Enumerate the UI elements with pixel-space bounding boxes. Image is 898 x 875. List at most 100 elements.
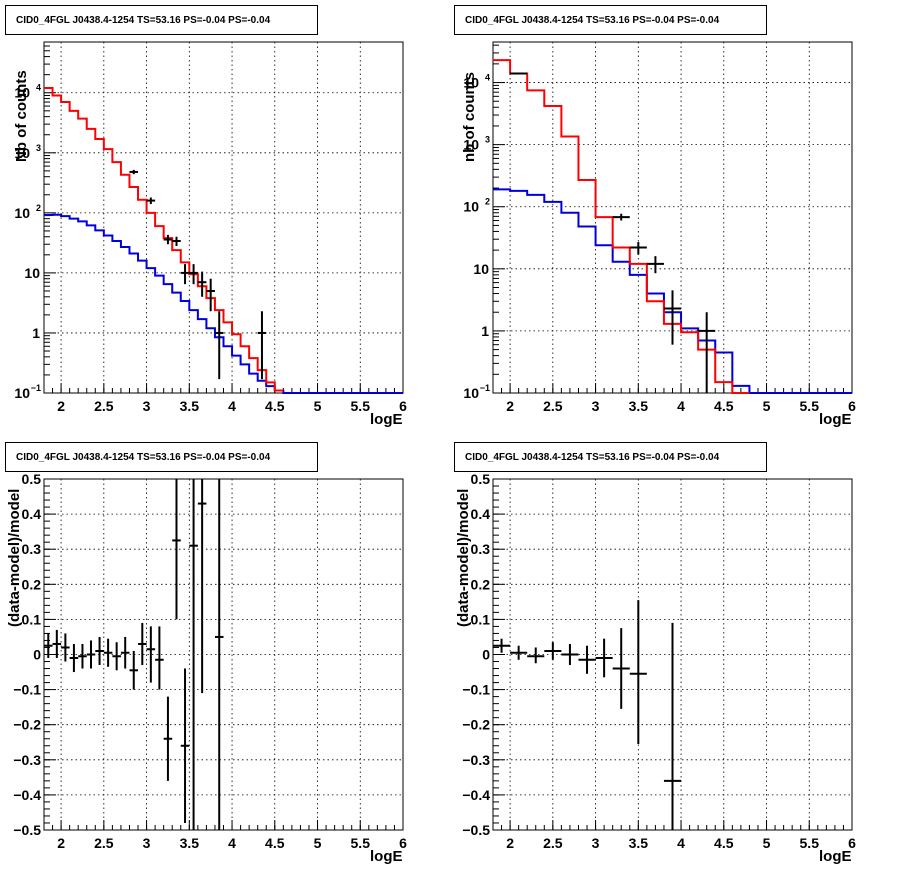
y-tick-label: 10 (14, 205, 30, 221)
data-point (155, 626, 164, 690)
plot-title: CID0_4FGL J0438.4-1254 TS=53.16 PS=-0.04… (5, 5, 318, 35)
panel-counts-right: 2 2.5 3 3.5 4 4.5 5 5.5 6 10 −1 1 10 10 2 10 3 10 4 CID0_4… (449, 0, 898, 437)
y-tick-exponent: 4 (485, 73, 490, 83)
y-tick-label: 0.2 (22, 576, 42, 592)
y-tick-label: 0.3 (471, 541, 491, 557)
x-tick-label: 5 (763, 835, 771, 851)
x-tick-label: 2 (57, 398, 65, 414)
x-tick-label: 2.5 (94, 835, 114, 851)
x-axis-label: logE (819, 411, 852, 428)
y-tick-label: 1 (481, 323, 489, 339)
data-point (698, 312, 716, 393)
y-tick-label: 10 (14, 85, 30, 101)
data-point (197, 479, 207, 694)
y-tick-label: −0.2 (13, 717, 41, 733)
data-point (163, 234, 173, 245)
y-tick-label: 10 (463, 75, 479, 91)
x-tick-label: 3.5 (180, 398, 200, 414)
y-axis-label: Nb of counts (13, 70, 30, 162)
x-tick-label: 4 (677, 398, 685, 414)
data-point (214, 479, 224, 830)
y-tick-label: −0.2 (462, 717, 490, 733)
data-point (69, 643, 79, 673)
model-component-histogram (44, 213, 403, 394)
y-tick-label: 0.5 (22, 471, 42, 487)
y-tick-label: −0.3 (462, 752, 490, 768)
residual-plot-left: 2 2.5 3 3.5 4 4.5 5 5.5 6 −0.5 −0.4 −0.3 −0.2 −0.1 0 0.… (13, 471, 407, 851)
y-tick-exponent: 4 (36, 83, 41, 93)
data-point (103, 638, 113, 667)
data-point (189, 264, 198, 285)
data-point (206, 278, 215, 312)
plot-title: CID0_4FGL J0438.4-1254 TS=53.16 PS=-0.04… (5, 442, 318, 472)
data-point (112, 642, 121, 671)
y-tick-label: −0.1 (13, 682, 41, 698)
x-tick-label: 5.5 (351, 398, 371, 414)
data-point (493, 638, 511, 653)
y-tick-exponent: −1 (31, 383, 41, 393)
data-point (129, 169, 139, 175)
data-point (663, 622, 682, 830)
x-tick-label: 5.5 (351, 835, 371, 851)
x-tick-label: 4 (228, 398, 236, 414)
x-tick-label: 3.5 (629, 398, 649, 414)
data-point (629, 242, 647, 255)
x-tick-label: 3 (592, 398, 600, 414)
panel-counts-left: 2 2.5 3 3.5 4 4.5 5 5.5 6 10 −1 1 10 10 2 10 3 10 4 CID0_4… (0, 0, 449, 437)
data-point (86, 640, 96, 669)
data-point (578, 645, 596, 674)
plot-frame (43, 478, 404, 831)
x-tick-label: 6 (399, 835, 407, 851)
y-tick-exponent: 3 (485, 135, 490, 145)
x-axis-label: logE (819, 848, 852, 865)
x-tick-label: 3 (143, 835, 151, 851)
y-axis-label: (data-model)/model (455, 488, 472, 627)
y-tick-label: 10 (463, 137, 479, 153)
y-axis-label: (data-model)/model (6, 488, 23, 627)
data-point (527, 647, 545, 664)
y-tick-label: 10 (473, 261, 489, 277)
y-tick-label: −0.5 (13, 822, 41, 838)
x-tick-label: 4.5 (714, 398, 734, 414)
y-tick-exponent: 3 (36, 143, 41, 153)
x-tick-label: 3 (143, 398, 151, 414)
x-tick-label: 4.5 (265, 398, 285, 414)
data-point (612, 628, 630, 709)
y-tick-label: 10 (463, 199, 479, 215)
y-tick-label: 1 (32, 325, 40, 341)
y-tick-label: 0.3 (22, 541, 42, 557)
data-point (197, 271, 207, 297)
data-point (146, 197, 156, 205)
data-point (78, 643, 87, 669)
data-point (163, 696, 173, 781)
x-axis-label: logE (370, 411, 403, 428)
data-point (646, 256, 664, 274)
y-tick-label: 10 (14, 145, 30, 161)
panel-residual-right: 2 2.5 3 3.5 4 4.5 5 5.5 6 −0.5 −0.4 −0.3 −0.2 −0.1 0 0.… (449, 437, 898, 874)
y-tick-label: 0.4 (22, 506, 42, 522)
data-point (257, 311, 267, 380)
data-point (172, 236, 181, 247)
plot-title: CID0_4FGL J0438.4-1254 TS=53.16 PS=-0.04… (454, 442, 767, 472)
y-tick-label: 0 (482, 647, 490, 663)
x-tick-label: 2 (506, 835, 514, 851)
y-tick-label: 0 (33, 647, 41, 663)
residual-plot-right: 2 2.5 3 3.5 4 4.5 5 5.5 6 −0.5 −0.4 −0.3 −0.2 −0.1 0 0.… (462, 471, 856, 851)
data-point (138, 622, 147, 666)
model-total-histogram (493, 59, 750, 394)
y-tick-label: 0.4 (471, 506, 491, 522)
x-tick-label: 5 (314, 398, 322, 414)
x-tick-label: 2 (57, 835, 65, 851)
data-point (510, 72, 528, 75)
x-tick-label: 6 (848, 398, 856, 414)
x-tick-label: 5.5 (800, 398, 820, 414)
y-tick-label: 10 (14, 385, 30, 401)
data-point (95, 636, 104, 666)
y-tick-label: −0.5 (462, 822, 490, 838)
data-point (612, 213, 630, 221)
y-tick-exponent: 2 (485, 197, 490, 207)
x-axis-label: logE (370, 848, 403, 865)
data-point (44, 633, 53, 659)
